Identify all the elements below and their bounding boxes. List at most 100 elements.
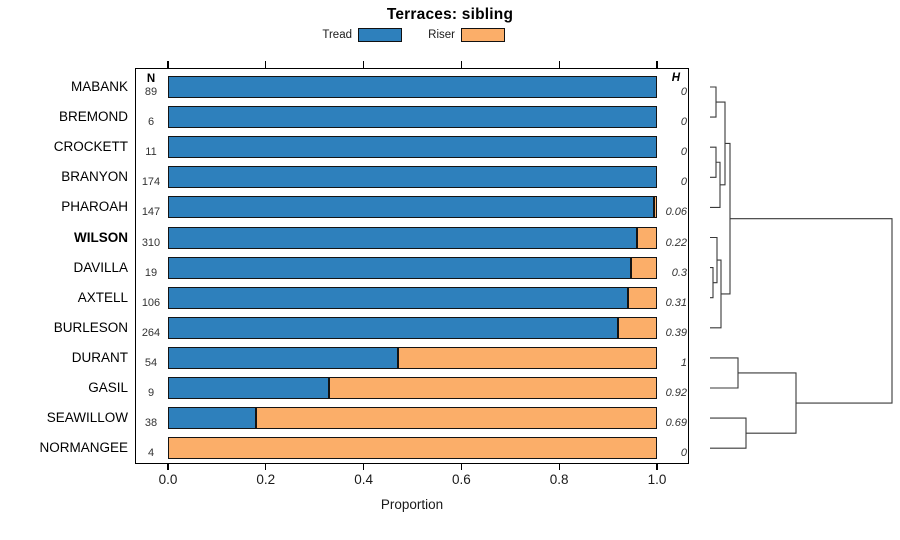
- y-axis-label-bremond: BREMOND: [58, 109, 128, 125]
- bar-row-bremond: [168, 106, 657, 129]
- y-axis-label-crockett: CROCKETT: [53, 139, 128, 155]
- bar-segment-riser: [618, 316, 657, 339]
- bar-row-crockett: [168, 136, 657, 159]
- n-value: 6: [147, 116, 155, 129]
- bar-segment-riser: [631, 256, 657, 279]
- h-value: 0.3: [671, 266, 687, 279]
- h-value: 0.22: [665, 236, 687, 249]
- bar-segment-riser: [329, 377, 657, 399]
- h-value: 0: [680, 146, 687, 159]
- h-value: 0.92: [665, 387, 687, 399]
- bar-segment-tread: [168, 106, 657, 129]
- y-axis-label-axtell: AXTELL: [77, 289, 128, 305]
- bar-segment-tread: [168, 286, 628, 309]
- bar-segment-tread: [168, 346, 398, 369]
- x-axis-tick-label: 0.2: [256, 472, 276, 487]
- x-axis-tick-bottom: [363, 464, 365, 470]
- bar-row-branyon: [168, 166, 657, 189]
- h-value: 0: [680, 447, 687, 460]
- legend-swatch-riser: [461, 28, 505, 42]
- h-value: 0.06: [665, 206, 687, 219]
- bar-segment-tread: [168, 226, 637, 249]
- bar-row-davilla: [168, 256, 657, 279]
- n-value: 264: [141, 326, 161, 339]
- y-axis-label-davilla: DAVILLA: [73, 259, 128, 275]
- bar-row-burleson: [168, 316, 657, 339]
- h-value: 0.31: [665, 296, 687, 309]
- legend-label-riser: Riser: [428, 29, 455, 41]
- y-axis-label-seawillow: SEAWILLOW: [46, 410, 128, 426]
- bar-segment-tread: [168, 166, 657, 189]
- y-axis-label-mabank: MABANK: [70, 79, 128, 94]
- bar-row-durant: [168, 346, 657, 369]
- bar-segment-riser: [398, 346, 657, 369]
- bar-row-axtell: [168, 286, 657, 309]
- n-value: 174: [141, 176, 161, 189]
- bar-row-normangee: [168, 437, 657, 460]
- bar-row-seawillow: [168, 407, 657, 430]
- x-axis-tick-top: [460, 61, 462, 68]
- dendrogram-links: [710, 86, 893, 449]
- y-axis-label-burleson: BURLESON: [53, 319, 128, 335]
- x-axis-tick-bottom: [460, 464, 462, 470]
- x-axis-tick-label: 0.8: [549, 472, 569, 487]
- bar-row-mabank: [168, 76, 657, 98]
- legend-swatch-tread: [358, 28, 402, 42]
- y-axis-label-pharoah: PHAROAH: [61, 199, 128, 215]
- chart-title: Terraces: sibling: [386, 6, 514, 23]
- bar-segment-tread: [168, 407, 256, 430]
- x-axis-tick-bottom: [558, 464, 560, 470]
- bar-segment-riser: [654, 196, 657, 219]
- x-axis-tick-bottom: [656, 464, 658, 470]
- h-value: 0.69: [665, 417, 687, 430]
- x-axis-tick-top: [363, 61, 365, 68]
- n-value: 106: [141, 296, 161, 309]
- y-axis-label-branyon: BRANYON: [61, 169, 128, 185]
- bar-segment-riser: [256, 407, 657, 430]
- x-axis-tick-bottom: [167, 464, 169, 470]
- x-axis-tick-label: 0.4: [354, 472, 373, 487]
- n-value: 310: [141, 236, 161, 249]
- n-value: 54: [144, 356, 158, 369]
- h-column-header: H: [671, 72, 680, 84]
- x-axis-tick-label: 1.0: [647, 472, 667, 487]
- y-axis-label-normangee: NORMANGEE: [39, 440, 128, 456]
- bar-segment-tread: [168, 256, 631, 279]
- x-axis-title: Proportion: [380, 497, 444, 512]
- h-value: 0: [680, 86, 687, 98]
- y-axis-label-gasil: GASIL: [88, 380, 128, 395]
- bar-row-gasil: [168, 377, 657, 399]
- n-value: 11: [145, 146, 157, 159]
- x-axis-tick-label: 0.0: [158, 472, 178, 487]
- bar-segment-riser: [637, 226, 657, 249]
- n-value: 9: [147, 387, 155, 399]
- x-axis-tick-top: [167, 61, 169, 68]
- bar-segment-riser: [168, 437, 657, 460]
- h-value: 0.39: [665, 326, 687, 339]
- bar-segment-tread: [168, 316, 618, 339]
- n-value: 147: [141, 206, 161, 219]
- bar-row-pharoah: [168, 196, 657, 219]
- legend-label-tread: Tread: [322, 29, 352, 41]
- bar-segment-riser: [628, 286, 657, 309]
- x-axis-tick-bottom: [265, 464, 267, 470]
- bar-segment-tread: [168, 76, 657, 98]
- bar-segment-tread: [168, 136, 657, 159]
- bar-row-wilson: [168, 226, 657, 249]
- y-axis-label-durant: DURANT: [71, 349, 128, 365]
- n-value: 4: [147, 447, 155, 460]
- h-value: 1: [680, 356, 687, 369]
- x-axis-tick-label: 0.6: [452, 472, 471, 487]
- bar-segment-tread: [168, 377, 329, 399]
- x-axis-tick-top: [558, 61, 560, 68]
- x-axis-tick-top: [265, 61, 267, 68]
- x-axis-tick-top: [656, 61, 658, 68]
- n-column-header: N: [146, 73, 156, 85]
- bar-segment-tread: [168, 196, 654, 219]
- y-axis-label-wilson: WILSON: [74, 229, 128, 245]
- n-value: 89: [144, 86, 158, 98]
- n-value: 38: [144, 417, 158, 430]
- h-value: 0: [680, 176, 687, 189]
- n-value: 19: [144, 266, 158, 279]
